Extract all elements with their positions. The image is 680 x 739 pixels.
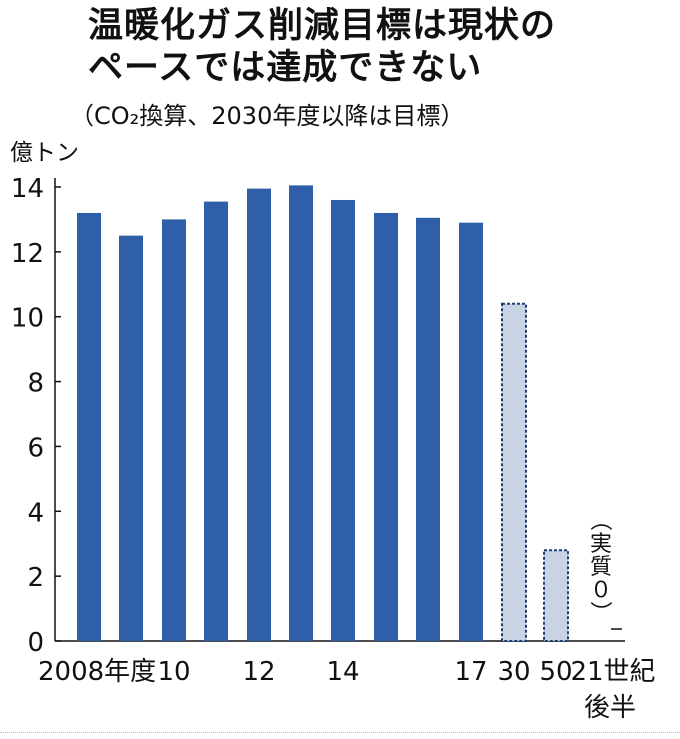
bar	[77, 212, 101, 641]
y-tick-label: 10	[11, 304, 44, 334]
annotation-char: ０	[590, 578, 612, 603]
x-tick-label: 21世紀	[570, 657, 655, 687]
bar	[204, 201, 228, 642]
annotation-real-zero: （実質０）	[587, 509, 612, 623]
bar	[289, 185, 313, 641]
x-tick-label: 10	[157, 657, 190, 687]
y-tick-label: 8	[27, 369, 44, 399]
bar	[459, 222, 483, 641]
x-tick-label: 17	[454, 657, 487, 687]
y-tick-label: 12	[11, 239, 44, 269]
y-axis-label: 億トン	[10, 140, 79, 166]
bar	[501, 302, 527, 642]
annotation-char: （	[587, 509, 612, 531]
x-tick-label: 14	[326, 657, 359, 687]
annotation-char: 質	[590, 555, 612, 580]
x-tick-label: 50	[539, 657, 572, 687]
bottom-divider	[0, 732, 680, 733]
bar	[374, 212, 398, 641]
bar	[331, 199, 355, 641]
y-tick-label: 2	[27, 563, 44, 593]
bar	[162, 219, 186, 641]
y-tick-label: 0	[27, 628, 44, 658]
chart-subtitle: （CO₂換算、2030年度以降は目標）	[70, 102, 465, 130]
annotation-char: ）	[587, 601, 612, 623]
annotation-char: 実	[590, 532, 612, 557]
x-tick-label-line2: 後半	[584, 693, 636, 723]
y-tick-label: 14	[11, 174, 44, 204]
chart-title-line-2: ペースでは達成できない	[88, 48, 483, 88]
x-tick-label: 2008年度	[38, 657, 156, 687]
x-tick-label: 30	[497, 657, 530, 687]
y-tick-label: 6	[27, 433, 44, 463]
y-tick-label: 4	[27, 498, 44, 528]
chart-title-line-1: 温暖化ガス削減目標は現状の	[88, 6, 557, 46]
bar	[416, 217, 440, 642]
bar	[247, 188, 271, 641]
bar	[119, 235, 143, 641]
bar	[543, 549, 569, 643]
x-tick-label: 12	[242, 657, 275, 687]
